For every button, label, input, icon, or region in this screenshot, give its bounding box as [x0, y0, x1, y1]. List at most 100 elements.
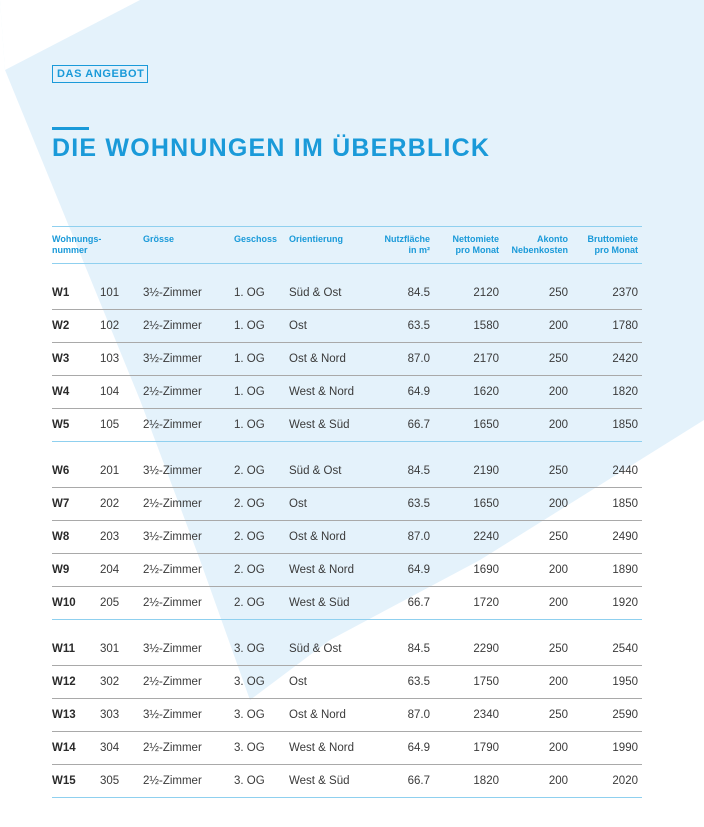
apartment-size: 3½-Zimmer: [143, 465, 202, 477]
table-row: W11 301 3½-Zimmer 3. OG Süd & Ost 84.5 2290 250…: [52, 633, 642, 666]
apartment-id: W15: [52, 775, 76, 787]
apartment-gross-rent: 1850: [612, 498, 638, 510]
apartment-size: 2½-Zimmer: [143, 386, 202, 398]
apartment-utilities: 250: [548, 531, 568, 543]
apartment-floor: 3. OG: [234, 775, 265, 787]
apartment-area: 84.5: [407, 643, 430, 655]
title-accent-rule: [52, 127, 89, 130]
apartment-net-rent: 2290: [473, 643, 499, 655]
apartment-number: 303: [100, 709, 120, 721]
apartment-orientation: Ost: [289, 320, 307, 332]
apartment-orientation: Ost & Nord: [289, 709, 346, 721]
table-row: W3 103 3½-Zimmer 1. OG Ost & Nord 87.0 2170 250…: [52, 343, 642, 376]
apartment-net-rent: 2170: [473, 353, 499, 365]
apartment-gross-rent: 2540: [612, 643, 638, 655]
table-row: W4 104 2½-Zimmer 1. OG West & Nord 64.9 1620 20…: [52, 376, 642, 409]
apartment-id: W3: [52, 353, 70, 365]
apartment-utilities: 250: [548, 465, 568, 477]
apartment-area: 66.7: [407, 775, 430, 787]
apartment-gross-rent: 2440: [612, 465, 638, 477]
page-title: DIE WOHNUNGEN IM ÜBERBLICK: [52, 134, 491, 162]
apartment-area: 84.5: [407, 287, 430, 299]
header-bruttomiete: Bruttomiete pro Monat: [587, 234, 638, 255]
apartment-orientation: Süd & Ost: [289, 287, 342, 299]
apartment-gross-rent: 2590: [612, 709, 638, 721]
table-row: W5 105 2½-Zimmer 1. OG West & Süd 66.7 1650 200…: [52, 409, 642, 441]
table-row: W6 201 3½-Zimmer 2. OG Süd & Ost 84.5 2190 250 2…: [52, 455, 642, 488]
apartment-area: 64.9: [407, 742, 430, 754]
apartment-utilities: 250: [548, 287, 568, 299]
apartment-number: 105: [100, 419, 120, 431]
apartment-gross-rent: 2020: [612, 775, 638, 787]
apartment-area: 84.5: [407, 465, 430, 477]
apartment-id: W14: [52, 742, 76, 754]
apartment-size: 2½-Zimmer: [143, 564, 202, 576]
apartment-id: W6: [52, 465, 70, 477]
apartment-orientation: West & Nord: [289, 564, 354, 576]
apartment-area: 66.7: [407, 597, 430, 609]
apartment-floor: 3. OG: [234, 643, 265, 655]
apartment-net-rent: 1580: [473, 320, 499, 332]
apartment-orientation: Süd & Ost: [289, 643, 342, 655]
apartment-number: 201: [100, 465, 120, 477]
table-row: W7 202 2½-Zimmer 2. OG Ost 63.5 1650 200 1850: [52, 488, 642, 521]
header-akonto: Akonto Nebenkosten: [511, 234, 568, 255]
apartment-gross-rent: 2370: [612, 287, 638, 299]
apartment-gross-rent: 2420: [612, 353, 638, 365]
apartment-utilities: 250: [548, 643, 568, 655]
apartment-floor: 1. OG: [234, 353, 265, 365]
apartment-utilities: 200: [548, 597, 568, 609]
apartment-net-rent: 1820: [473, 775, 499, 787]
apartment-number: 205: [100, 597, 120, 609]
apartment-size: 3½-Zimmer: [143, 287, 202, 299]
apartment-orientation: West & Nord: [289, 386, 354, 398]
apartment-utilities: 200: [548, 564, 568, 576]
header-nettomiete: Nettomiete pro Monat: [452, 234, 499, 255]
apartment-orientation: West & Süd: [289, 775, 350, 787]
apartment-size: 3½-Zimmer: [143, 643, 202, 655]
apartment-area: 87.0: [407, 531, 430, 543]
apartment-floor: 3. OG: [234, 742, 265, 754]
apartment-orientation: West & Nord: [289, 742, 354, 754]
apartment-utilities: 200: [548, 676, 568, 688]
apartment-number: 204: [100, 564, 120, 576]
table-header: Wohnungs- nummer Grösse Geschoss Orienti…: [52, 226, 642, 264]
apartment-gross-rent: 1890: [612, 564, 638, 576]
apartment-area: 63.5: [407, 676, 430, 688]
table-row: W15 305 2½-Zimmer 3. OG West & Süd 66.7 1820 20…: [52, 765, 642, 797]
apartment-number: 103: [100, 353, 120, 365]
apartment-size: 3½-Zimmer: [143, 531, 202, 543]
apartment-utilities: 200: [548, 386, 568, 398]
apartment-orientation: Ost: [289, 676, 307, 688]
apartment-utilities: 200: [548, 775, 568, 787]
apartment-id: W11: [52, 643, 76, 655]
apartment-area: 87.0: [407, 353, 430, 365]
table-row: W12 302 2½-Zimmer 3. OG Ost 63.5 1750 200 1950: [52, 666, 642, 699]
apartment-net-rent: 1650: [473, 419, 499, 431]
apartment-size: 3½-Zimmer: [143, 709, 202, 721]
header-nutzflaeche: Nutzfläche in m²: [384, 234, 430, 255]
apartment-number: 202: [100, 498, 120, 510]
apartment-id: W1: [52, 287, 70, 299]
apartment-id: W13: [52, 709, 76, 721]
section-tag: DAS ANGEBOT: [52, 65, 149, 83]
apartment-area: 63.5: [407, 320, 430, 332]
apartment-floor: 1. OG: [234, 419, 265, 431]
apartment-orientation: Süd & Ost: [289, 465, 342, 477]
apartment-id: W4: [52, 386, 70, 398]
apartment-area: 63.5: [407, 498, 430, 510]
apartment-utilities: 200: [548, 419, 568, 431]
apartment-gross-rent: 1990: [612, 742, 638, 754]
table-row: W1 101 3½-Zimmer 1. OG Süd & Ost 84.5 2120 250 2…: [52, 277, 642, 310]
apartment-size: 3½-Zimmer: [143, 353, 202, 365]
apartment-id: W12: [52, 676, 76, 688]
apartment-floor: 3. OG: [234, 676, 265, 688]
apartment-size: 2½-Zimmer: [143, 676, 202, 688]
apartment-gross-rent: 1780: [612, 320, 638, 332]
apartment-number: 305: [100, 775, 120, 787]
apartment-net-rent: 1790: [473, 742, 499, 754]
apartment-size: 2½-Zimmer: [143, 775, 202, 787]
apartment-gross-rent: 1920: [612, 597, 638, 609]
apartment-floor: 2. OG: [234, 498, 265, 510]
